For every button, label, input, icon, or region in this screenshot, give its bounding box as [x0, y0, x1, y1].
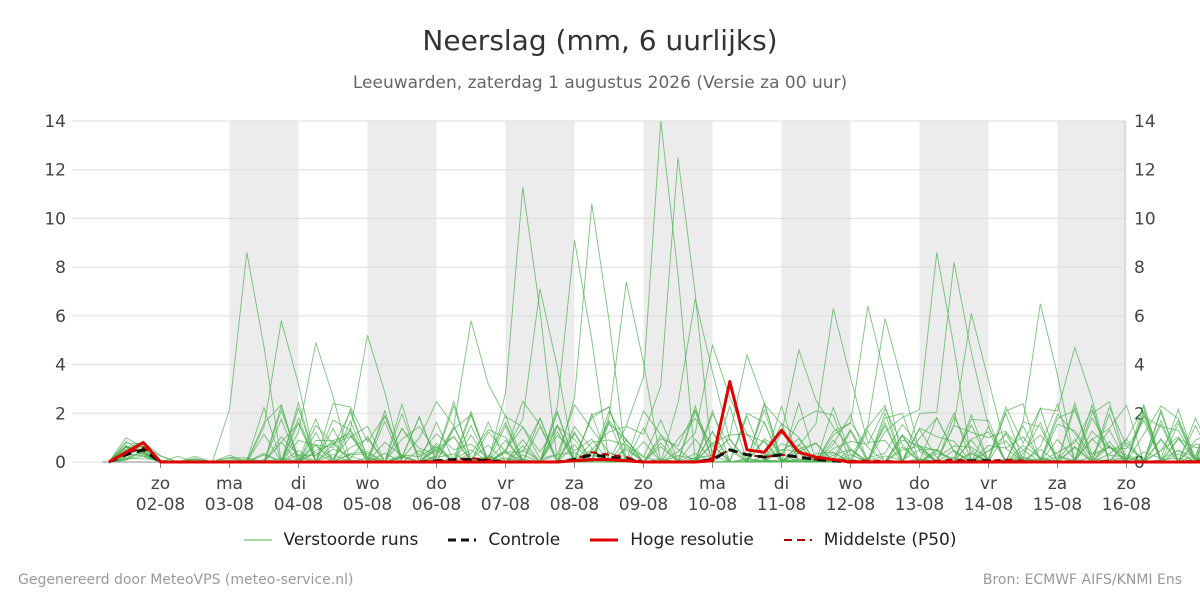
ensemble-member-line-21: [108, 313, 1200, 463]
x-tick-date: 16-08: [1102, 495, 1151, 515]
x-tick-date: 09-08: [619, 495, 668, 515]
shaded-band-1: [367, 121, 437, 462]
legend-label-hires: Hoge resolutie: [630, 530, 754, 550]
footer-credit: Gegenereerd door MeteoVPS (meteo-service…: [18, 572, 354, 588]
x-tick-date: 08-08: [550, 495, 599, 515]
y-tick-label-left: 8: [55, 258, 66, 278]
y-tick-label-left: 12: [44, 161, 66, 181]
x-tick-date: 03-08: [205, 495, 254, 515]
legend-swatch-hires: [590, 538, 619, 542]
legend-item-control[interactable]: Controle: [448, 530, 560, 550]
x-tick-day: wo: [355, 474, 379, 494]
x-tick-day: ma: [699, 474, 726, 494]
y-tick-label-right: 4: [1134, 356, 1145, 376]
legend: Verstoorde runs Controle Hoge resolutie …: [0, 530, 1200, 550]
y-tick-label-right: 10: [1134, 209, 1156, 229]
x-tick-date: 02-08: [136, 495, 185, 515]
shaded-band-5: [919, 121, 989, 462]
y-tick-label-left: 14: [44, 112, 66, 132]
x-tick-day: za: [565, 474, 584, 494]
chart-subtitle: Leeuwarden, zaterdag 1 augustus 2026 (Ve…: [352, 73, 848, 93]
x-tick-date: 12-08: [826, 495, 875, 515]
y-tick-label-left: 4: [55, 356, 66, 376]
x-tick-date: 10-08: [688, 495, 737, 515]
x-tick-date: 05-08: [343, 495, 392, 515]
x-tick-date: 11-08: [757, 495, 806, 515]
ensemble-member-line-22: [108, 303, 1200, 464]
ensemble-member-line-3: [108, 335, 1200, 464]
shaded-band-0: [229, 121, 299, 462]
x-tick-day: zo: [1117, 474, 1136, 494]
x-tick-day: do: [426, 474, 447, 494]
x-tick-day: vr: [980, 474, 997, 494]
ensemble-member-line-2: [108, 342, 1200, 463]
legend-item-hires[interactable]: Hoge resolutie: [590, 530, 754, 550]
y-tick-label-left: 2: [55, 404, 66, 424]
x-tick-day: di: [291, 474, 307, 494]
x-tick-date: 04-08: [274, 495, 323, 515]
footer-source: Bron: ECMWF AIFS/KNMI Ens: [982, 572, 1182, 588]
y-tick-label-right: 6: [1134, 307, 1145, 327]
x-tick-date: 15-08: [1033, 495, 1082, 515]
x-tick-day: do: [909, 474, 930, 494]
legend-label-control: Controle: [488, 530, 561, 550]
legend-swatch-control: [448, 538, 477, 542]
legend-item-median[interactable]: Middelste (P50): [783, 530, 957, 550]
x-tick-day: di: [774, 474, 790, 494]
x-tick-day: vr: [497, 474, 514, 494]
legend-label-ensemble: Verstoorde runs: [283, 530, 419, 550]
ensemble-member-line-15: [108, 348, 1200, 464]
hires-line: [108, 380, 1200, 464]
x-tick-date: 07-08: [481, 495, 530, 515]
y-tick-label-right: 12: [1134, 161, 1156, 181]
x-tick-day: zo: [151, 474, 170, 494]
x-tick-day: wo: [838, 474, 862, 494]
y-tick-label-right: 14: [1134, 112, 1156, 132]
shaded-band-3: [643, 121, 713, 462]
x-tick-day: ma: [216, 474, 243, 494]
ensemble-member-line-14: [108, 353, 1200, 464]
y-tick-label-right: 8: [1134, 258, 1145, 278]
x-tick-day: za: [1048, 474, 1067, 494]
x-tick-day: zo: [634, 474, 653, 494]
y-tick-label-left: 10: [44, 209, 66, 229]
x-tick-date: 14-08: [964, 495, 1013, 515]
y-tick-label-left: 0: [55, 453, 66, 473]
x-tick-date: 06-08: [412, 495, 461, 515]
legend-item-ensemble[interactable]: Verstoorde runs: [243, 530, 419, 550]
x-tick-date: 13-08: [895, 495, 944, 515]
chart-title: Neerslag (mm, 6 uurlijks): [422, 24, 778, 57]
legend-swatch-ensemble: [243, 539, 272, 541]
legend-swatch-median: [783, 539, 812, 541]
legend-label-median: Middelste (P50): [823, 530, 957, 550]
shaded-band-4: [781, 121, 851, 462]
y-tick-label-left: 6: [55, 307, 66, 327]
